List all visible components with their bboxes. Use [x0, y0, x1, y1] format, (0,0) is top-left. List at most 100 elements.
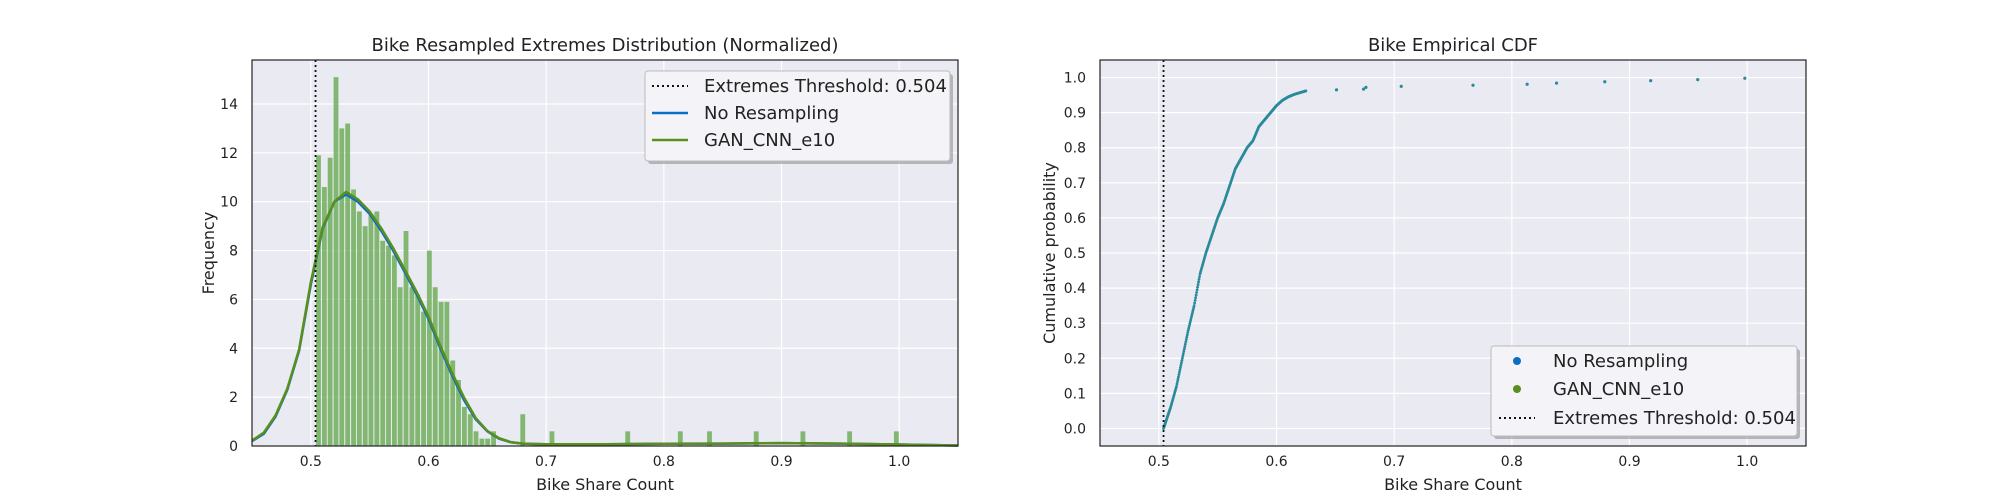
cdf-point: [1179, 363, 1183, 367]
cdf-ylabel: Cumulative probability: [1040, 162, 1059, 344]
cdf-xtick-label: 0.5: [1148, 454, 1170, 470]
histogram-bar: [677, 431, 683, 446]
histogram-bar: [432, 287, 438, 446]
legend-gan-label: GAN_CNN_e10: [704, 130, 835, 151]
cdf-point: [1179, 366, 1182, 370]
histogram-bar: [549, 431, 555, 446]
histogram-bar: [893, 431, 899, 446]
histogram-bar: [327, 157, 333, 447]
legend-no-resampling-label: No Resampling: [704, 103, 839, 124]
cdf-point: [1182, 347, 1186, 351]
cdf-plot-frame: [1099, 59, 1807, 447]
histogram-ytick-label: 14: [220, 97, 238, 113]
cdf-point: [1196, 283, 1200, 286]
cdf-tail-point: [1399, 84, 1403, 88]
cdf-point: [1185, 333, 1189, 337]
cdf-point: [1197, 280, 1200, 284]
cdf-point: [1179, 361, 1183, 365]
cdf-ytick-label: 0.9: [1064, 106, 1086, 122]
histogram-xlabel: Bike Share Count: [536, 475, 674, 494]
cdf-point: [1195, 291, 1198, 294]
cdf-point: [1178, 370, 1181, 374]
cdf-legend-box: [1490, 345, 1798, 437]
histogram-xtick-label: 0.7: [535, 454, 557, 470]
cdf-point: [1180, 356, 1184, 360]
histogram-title: Bike Resampled Extremes Distribution (No…: [371, 35, 838, 56]
cdf-title: Bike Empirical CDF: [1368, 35, 1538, 56]
cdf-point: [1194, 296, 1198, 300]
histogram-chart: 0.5 0.6 0.7 0.8 0.9 1.0 0 2 4 6 8 10 12 14 Bike Resam…: [199, 35, 959, 494]
histogram-bar: [409, 287, 415, 446]
histogram-ytick-label: 8: [229, 244, 238, 260]
histogram-plot-frame: [251, 59, 959, 447]
histogram-bar: [333, 77, 339, 447]
cdf-legend: No Resampling GAN_CNN_e10 Extremes Thres…: [1490, 345, 1800, 439]
histogram-xtick-label: 0.5: [300, 454, 322, 470]
cdf-tail-point: [1554, 81, 1559, 85]
cdf-ytick-label: 0.1: [1064, 386, 1086, 402]
cdf-tail-point: [1696, 78, 1700, 82]
cdf-ytick-label: 0.4: [1064, 281, 1086, 297]
cdf-point: [1195, 288, 1199, 292]
histogram-ytick-label: 2: [229, 390, 238, 406]
cdf-point: [1198, 275, 1201, 279]
histogram-xtick-label: 0.8: [653, 454, 675, 470]
histogram-ticks: 0.5 0.6 0.7 0.8 0.9 1.0 0 2 4 6 8 10 12 14: [220, 97, 910, 470]
cdf-point: [1197, 277, 1201, 281]
histogram-bar: [374, 211, 380, 446]
cdf-point: [1194, 293, 1198, 297]
histogram-bar: [625, 431, 631, 446]
cdf-point: [1192, 304, 1196, 308]
histogram-legend-box: [644, 70, 951, 162]
histogram-bar: [485, 438, 491, 446]
cdf-tail-point: [1361, 87, 1366, 91]
cdf-tail-point: [1471, 83, 1475, 87]
cdf-legend-no-resampling-label: No Resampling: [1553, 351, 1688, 372]
cdf-ytick-label: 0.7: [1064, 176, 1086, 192]
cdf-point: [1181, 354, 1185, 358]
histogram-ytick-label: 6: [229, 292, 238, 308]
cdf-point: [1175, 382, 1179, 386]
histogram-bar: [473, 431, 479, 446]
cdf-grid: [1100, 60, 1806, 446]
histogram-bar: [380, 240, 386, 446]
histogram-ytick-label: 0: [229, 439, 238, 455]
cdf-tail-point: [1649, 79, 1653, 83]
cdf-ytick-label: 0.6: [1064, 211, 1086, 227]
histogram-bar: [345, 123, 351, 447]
histogram-bar: [438, 301, 444, 446]
histogram-bar: [368, 213, 374, 446]
cdf-point: [1175, 384, 1178, 388]
cdf-xtick-label: 0.9: [1618, 454, 1640, 470]
histogram-bar: [467, 414, 473, 446]
cdf-point: [1181, 352, 1185, 355]
histogram-bar: [491, 431, 496, 446]
cdf-legend-threshold-label: Extremes Threshold: 0.504: [1553, 408, 1796, 429]
histogram-bar: [456, 380, 461, 446]
histogram-bar: [479, 438, 485, 446]
cdf-xlabel: Bike Share Count: [1384, 475, 1522, 494]
cdf-point: [1180, 359, 1184, 363]
histogram-ytick-label: 10: [220, 195, 238, 211]
cdf-point: [1176, 380, 1179, 384]
histogram-bar: [339, 128, 345, 446]
cdf-point: [1182, 349, 1186, 353]
histogram-bar: [321, 187, 327, 447]
histogram-ytick-label: 4: [229, 341, 238, 357]
histogram-bars: [316, 77, 899, 447]
histogram-bar: [391, 255, 397, 446]
cdf-point: [1304, 89, 1308, 93]
cdf-point: [1186, 331, 1190, 334]
histogram-ytick-label: 12: [220, 146, 238, 162]
cdf-ytick-label: 0.5: [1064, 246, 1086, 262]
cdf-point: [1178, 368, 1182, 372]
histogram-bar: [316, 155, 321, 446]
histogram-bar: [444, 301, 450, 446]
histogram-ylabel: Frequency: [199, 212, 218, 295]
cdf-xtick-label: 0.6: [1265, 454, 1287, 470]
histogram-bar: [403, 231, 409, 446]
histogram-bar: [397, 287, 403, 446]
cdf-ytick-label: 0.8: [1064, 141, 1086, 157]
histogram-bar: [847, 431, 853, 446]
